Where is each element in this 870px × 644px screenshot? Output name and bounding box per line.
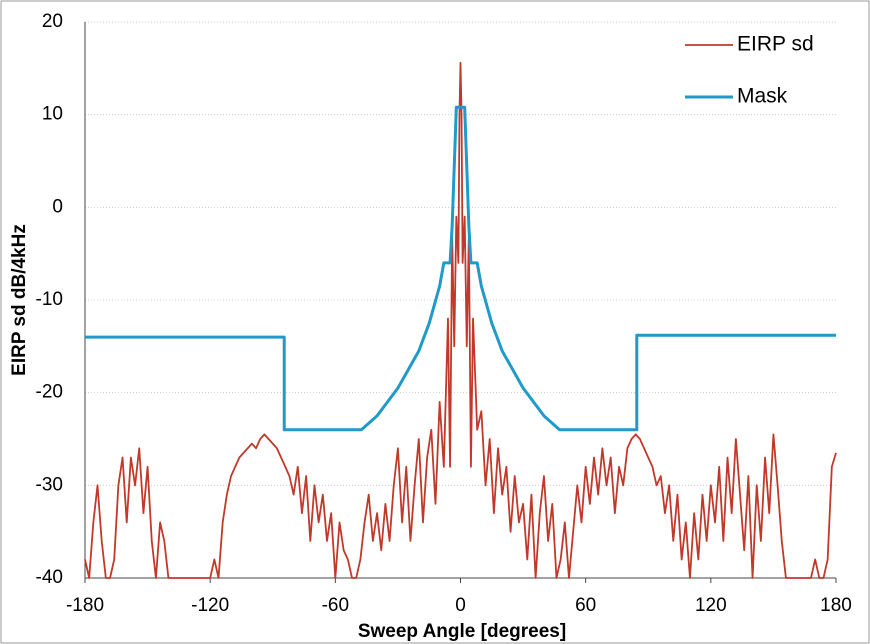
- y-tick-label: -10: [36, 289, 63, 310]
- y-tick-label: -40: [36, 567, 63, 588]
- x-axis-label: Sweep Angle [degrees]: [358, 621, 566, 642]
- plot: [84, 61, 837, 579]
- x-tick-label: 60: [575, 595, 596, 616]
- x-tick-label: -60: [322, 595, 349, 616]
- legend-label: EIRP sd: [737, 33, 814, 56]
- legend-label: Mask: [737, 85, 788, 108]
- series-line: [84, 61, 837, 579]
- y-tick-label: -30: [36, 474, 63, 495]
- x-tick-label: -120: [191, 595, 229, 616]
- y-tick-label: -20: [36, 382, 63, 403]
- y-tick-label: 20: [42, 11, 63, 32]
- x-tick-label: -180: [66, 595, 104, 616]
- y-axis-label: EIRP sd dB/4kHz: [9, 224, 30, 376]
- y-tick-label: 0: [52, 196, 63, 217]
- y-tick-label: 10: [42, 104, 63, 125]
- series-line: [85, 105, 836, 432]
- x-tick-label: 0: [455, 595, 466, 616]
- x-tick-label: 180: [820, 595, 852, 616]
- x-tick-label: 120: [695, 595, 727, 616]
